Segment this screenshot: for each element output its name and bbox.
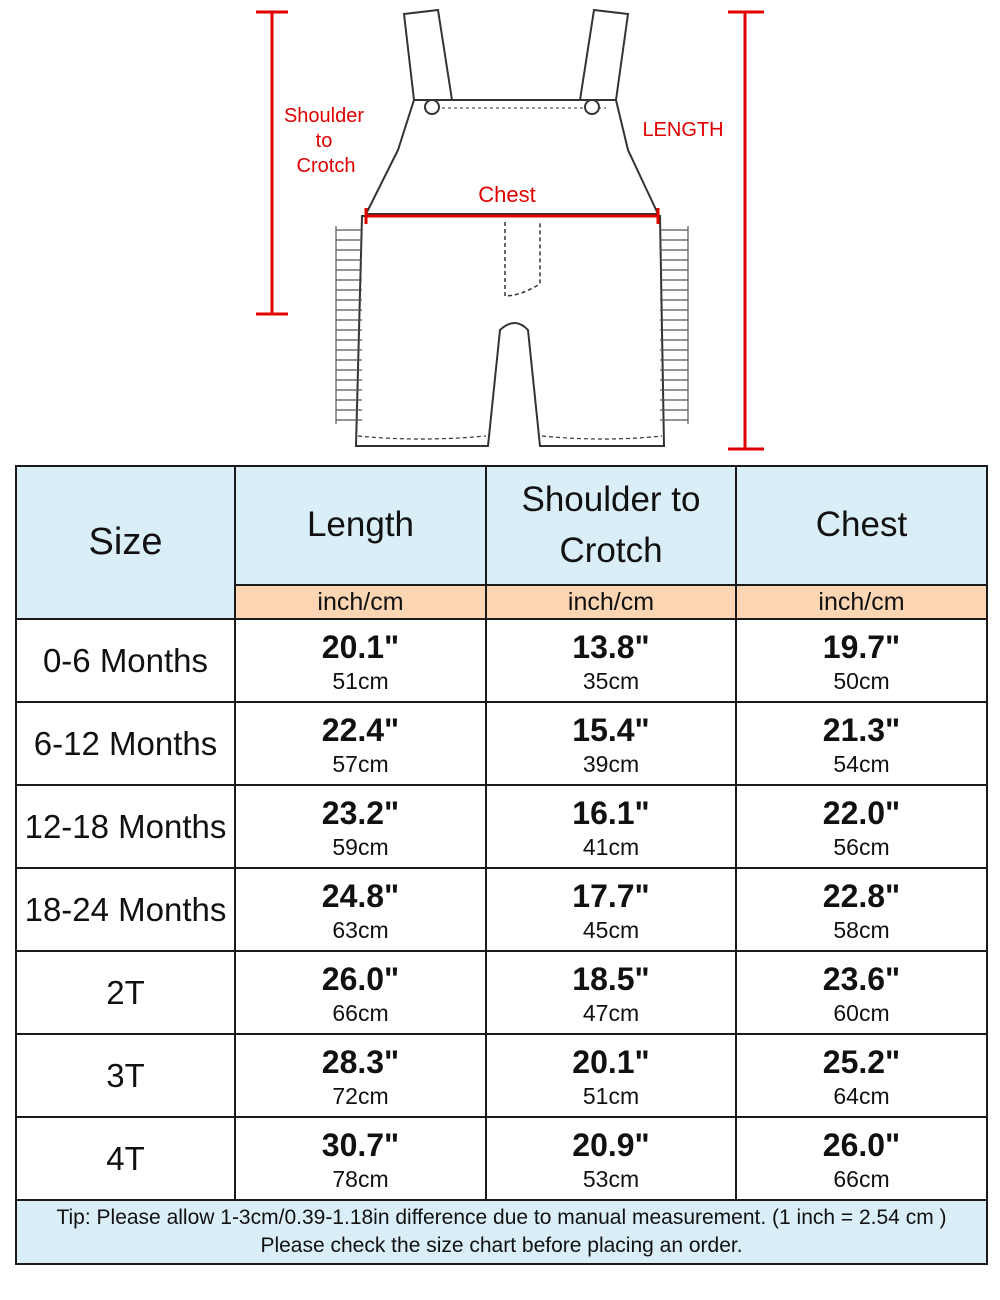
shoulder-inch: 20.1" [572, 1043, 650, 1080]
chest-cell: 25.2" 64cm [735, 1033, 988, 1118]
shoulder-cell: 20.9" 53cm [485, 1116, 737, 1201]
chest-inch: 19.7" [822, 628, 901, 665]
chest-cell: 22.0" 56cm [735, 784, 988, 869]
shoulder-cm: 53cm [582, 1165, 640, 1192]
shoulder-inch: 20.9" [572, 1126, 650, 1163]
chest-cm: 56cm [833, 833, 890, 860]
shoulder-inch: 13.8" [572, 628, 650, 665]
tip-line-2: Please check the size chart before placi… [260, 1234, 743, 1257]
length-cm: 59cm [332, 833, 389, 860]
shoulder-to-crotch-measure-line [256, 10, 288, 316]
chest-unit: inch/cm [735, 584, 988, 620]
chest-inch: 25.2" [822, 1043, 901, 1080]
length-cell: 23.2" 59cm [234, 784, 487, 869]
chest-cell: 22.8" 58cm [735, 867, 988, 952]
table-row: 6-12 Months 22.4" 57cm 15.4" 39cm 21.3" 54c… [15, 701, 988, 786]
shoulder-cell: 16.1" 41cm [485, 784, 737, 869]
chest-cm: 64cm [833, 1082, 890, 1109]
chest-inch: 21.3" [822, 711, 901, 748]
length-cell: 28.3" 72cm [234, 1033, 487, 1118]
chest-cm: 50cm [833, 667, 890, 694]
length-inch: 26.0" [321, 960, 400, 997]
chest-cell: 26.0" 66cm [735, 1116, 988, 1201]
chest-cm: 58cm [833, 916, 890, 943]
length-cell: 20.1" 51cm [234, 618, 487, 703]
table-row: 18-24 Months 24.8" 63cm 17.7" 45cm 22.8" 58… [15, 867, 988, 952]
shoulder-label-line2: to [316, 130, 333, 152]
size-cell: 6-12 Months [15, 701, 236, 786]
shoulder-cm: 45cm [582, 916, 640, 943]
length-measure-line [728, 10, 764, 451]
size-cell: 0-6 Months [15, 618, 236, 703]
length-label: LENGTH [642, 119, 723, 141]
shoulder-cm: 35cm [582, 667, 640, 694]
shoulder-cm: 47cm [582, 999, 640, 1026]
shoulder-label-line1: Shoulder [284, 105, 364, 127]
size-header: Size [15, 465, 236, 620]
shoulder-inch: 17.7" [572, 877, 650, 914]
size-cell: 12-18 Months [15, 784, 236, 869]
shoulder-cell: 18.5" 47cm [485, 950, 737, 1035]
size-cell: 4T [15, 1116, 236, 1201]
chest-inch: 23.6" [822, 960, 901, 997]
table-row: 2T 26.0" 66cm 18.5" 47cm 23.6" 60cm [15, 950, 988, 1035]
shoulder-cell: 13.8" 35cm [485, 618, 737, 703]
table-row: 3T 28.3" 72cm 20.1" 51cm 25.2" 64cm [15, 1033, 988, 1118]
length-cell: 26.0" 66cm [234, 950, 487, 1035]
chest-cell: 19.7" 50cm [735, 618, 988, 703]
length-cm: 51cm [332, 667, 389, 694]
shoulder-label-line3: Crotch [297, 155, 356, 177]
overalls-diagram: Shoulder to Crotch LENGTH Chest [0, 0, 1000, 462]
shoulder-cm: 41cm [582, 833, 640, 860]
chest-header: Chest [735, 465, 988, 586]
length-cell: 22.4" 57cm [234, 701, 487, 786]
length-inch: 28.3" [321, 1043, 400, 1080]
tip-note: Tip: Please allow 1-3cm/0.39-1.18in diff… [15, 1199, 988, 1265]
shoulder-header: Shoulder to Crotch [485, 465, 737, 586]
tip-line-1: Tip: Please allow 1-3cm/0.39-1.18in diff… [56, 1206, 947, 1229]
length-inch: 30.7" [321, 1126, 400, 1163]
shoulder-cm: 39cm [582, 750, 640, 777]
table-row: 12-18 Months 23.2" 59cm 16.1" 41cm 22.0" 56… [15, 784, 988, 869]
shoulder-inch: 16.1" [572, 794, 650, 831]
length-inch: 20.1" [321, 628, 400, 665]
length-cell: 30.7" 78cm [234, 1116, 487, 1201]
shoulder-inch: 18.5" [572, 960, 650, 997]
chest-inch: 22.0" [822, 794, 901, 831]
chest-cell: 21.3" 54cm [735, 701, 988, 786]
length-cm: 63cm [332, 916, 389, 943]
length-cm: 57cm [332, 750, 389, 777]
size-cell: 18-24 Months [15, 867, 236, 952]
shoulder-cell: 17.7" 45cm [485, 867, 737, 952]
chest-inch: 26.0" [822, 1126, 901, 1163]
shoulder-unit: inch/cm [485, 584, 737, 620]
overalls-sketch-icon [335, 8, 689, 447]
length-inch: 24.8" [321, 877, 400, 914]
size-cell: 2T [15, 950, 236, 1035]
length-cm: 72cm [332, 1082, 389, 1109]
size-chart-table: Size Length Shoulder to Crotch Chest inc… [15, 465, 988, 1265]
length-cell: 24.8" 63cm [234, 867, 487, 952]
chest-cell: 23.6" 60cm [735, 950, 988, 1035]
length-inch: 22.4" [321, 711, 400, 748]
chest-cm: 54cm [833, 750, 890, 777]
shoulder-cell: 15.4" 39cm [485, 701, 737, 786]
shoulder-cm: 51cm [582, 1082, 640, 1109]
length-unit: inch/cm [234, 584, 487, 620]
table-row: 0-6 Months 20.1" 51cm 13.8" 35cm 19.7" 50cm [15, 618, 988, 703]
chest-label: Chest [478, 182, 535, 207]
chest-cm: 66cm [833, 1165, 890, 1192]
chest-measure-line [364, 208, 660, 224]
chest-inch: 22.8" [822, 877, 901, 914]
length-cm: 66cm [332, 999, 389, 1026]
shoulder-cell: 20.1" 51cm [485, 1033, 737, 1118]
size-cell: 3T [15, 1033, 236, 1118]
length-cm: 78cm [332, 1165, 389, 1192]
length-inch: 23.2" [321, 794, 400, 831]
table-row: 4T 30.7" 78cm 20.9" 53cm 26.0" 66cm [15, 1116, 988, 1201]
shoulder-inch: 15.4" [572, 711, 650, 748]
chest-cm: 60cm [833, 999, 890, 1026]
length-header: Length [234, 465, 487, 586]
